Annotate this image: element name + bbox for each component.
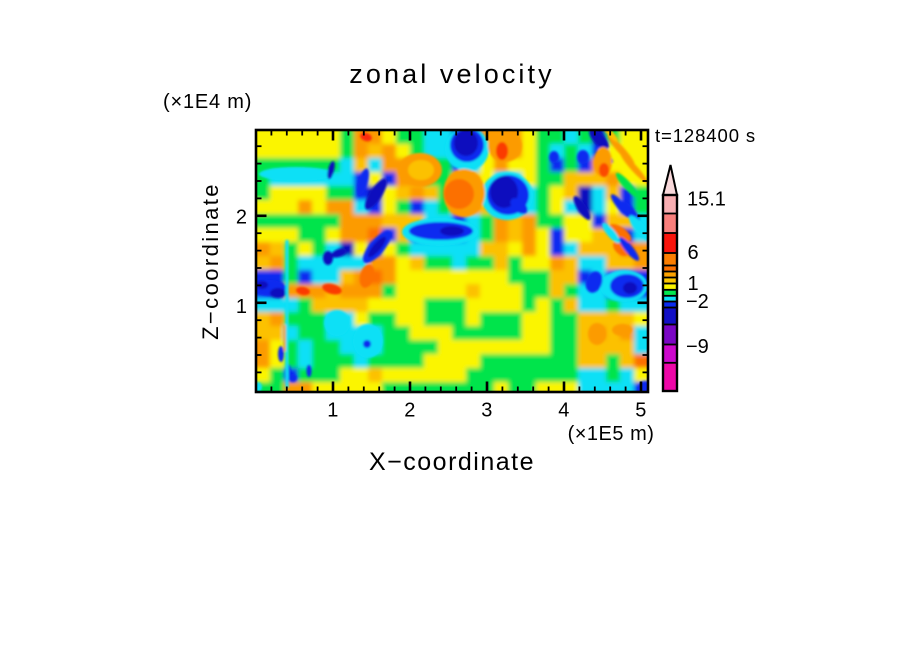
svg-text:1: 1 [688, 273, 699, 295]
svg-text:5: 5 [635, 400, 646, 422]
svg-text:−2: −2 [686, 291, 709, 313]
svg-text:(×1E4 m): (×1E4 m) [163, 91, 252, 113]
svg-text:Z−coordinate: Z−coordinate [198, 182, 223, 340]
svg-text:zonal velocity: zonal velocity [349, 59, 554, 89]
svg-text:t=128400 s: t=128400 s [655, 125, 756, 146]
svg-text:X−coordinate: X−coordinate [369, 448, 535, 476]
svg-text:15.1: 15.1 [687, 189, 726, 211]
svg-text:−9: −9 [686, 336, 709, 358]
svg-text:2: 2 [236, 207, 247, 229]
svg-text:(×1E5 m): (×1E5 m) [568, 423, 655, 445]
svg-text:6: 6 [688, 242, 699, 264]
svg-text:1: 1 [327, 400, 338, 422]
svg-text:1: 1 [236, 296, 247, 318]
svg-text:3: 3 [481, 400, 492, 422]
svg-text:4: 4 [558, 400, 569, 422]
svg-text:2: 2 [404, 400, 415, 422]
